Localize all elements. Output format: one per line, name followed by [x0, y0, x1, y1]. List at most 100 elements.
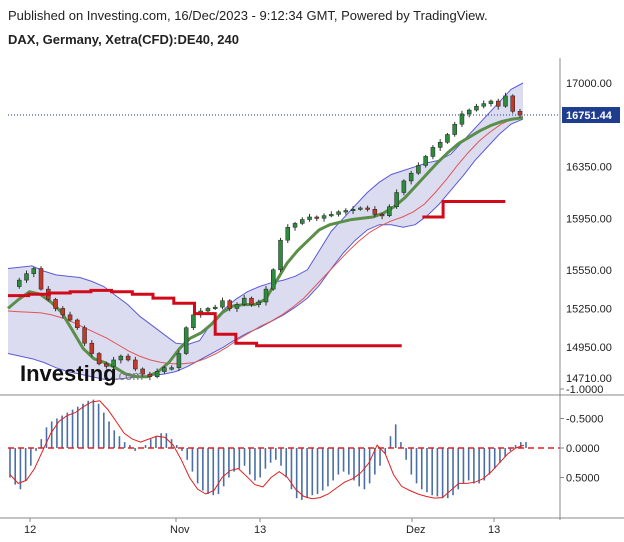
candle: [256, 299, 261, 308]
moving-average-line: [7, 116, 524, 365]
candle: [423, 154, 428, 168]
candle-body: [510, 95, 515, 112]
candle: [271, 268, 276, 291]
candle: [365, 205, 370, 212]
candle: [263, 286, 269, 306]
candle-body: [307, 216, 312, 220]
candle-body: [169, 367, 174, 370]
candle: [445, 132, 450, 144]
candle-body: [300, 219, 305, 224]
candle-body: [38, 268, 44, 290]
candle-body: [241, 297, 247, 305]
candle-body: [466, 109, 472, 115]
candle-body: [329, 214, 334, 217]
candle-body: [503, 95, 508, 107]
candle-body: [372, 208, 378, 215]
candle-body: [67, 314, 73, 321]
candle-body: [488, 100, 494, 104]
signal-line: [9, 400, 525, 500]
candle: [241, 295, 247, 307]
candle: [169, 365, 174, 371]
macd-tick-label: 0.0000: [566, 443, 600, 455]
candle: [104, 361, 109, 369]
candle: [125, 353, 131, 362]
candle: [372, 206, 378, 218]
candle: [459, 110, 465, 128]
x-tick-label: Nov: [170, 524, 190, 536]
bollinger-lower-line: [7, 118, 524, 380]
candle-body: [227, 300, 232, 309]
candle-body: [89, 342, 95, 354]
candle: [416, 162, 421, 175]
candle-body: [234, 304, 240, 309]
candle: [292, 221, 298, 231]
macd-tick-label: 0.5000: [566, 473, 600, 485]
candle-body: [104, 363, 109, 367]
candle: [358, 206, 363, 211]
candle-body: [459, 113, 465, 125]
candle-body: [495, 100, 501, 107]
candle: [285, 224, 291, 243]
candle-body: [379, 214, 385, 217]
candle: [437, 139, 443, 151]
candle-body: [437, 142, 443, 148]
candle: [75, 318, 80, 330]
logo-main: Investing: [20, 361, 117, 386]
candle-body: [82, 327, 87, 344]
candle-body: [336, 211, 341, 215]
price-tick-label: 15550.00: [566, 265, 612, 277]
candle: [495, 98, 501, 110]
candle: [67, 311, 73, 322]
candle-body: [154, 371, 160, 377]
candle-body: [17, 279, 22, 287]
x-tick-label: 12: [24, 524, 36, 536]
macd-pane: [8, 399, 560, 500]
candle: [314, 215, 320, 222]
candle-body: [445, 134, 450, 143]
last-price-label: 16751.44: [566, 110, 613, 122]
candle-body: [111, 359, 116, 367]
parabolic-sar-line: [8, 200, 506, 348]
candle: [17, 277, 22, 289]
price-tick-label: 15250.00: [566, 303, 612, 315]
candle-body: [321, 215, 327, 219]
candle: [234, 302, 240, 312]
candle-body: [147, 373, 153, 377]
candle: [96, 351, 102, 366]
candle: [350, 206, 356, 215]
price-tick-label: 14710.00: [566, 373, 612, 385]
candle-body: [249, 297, 254, 305]
candle: [336, 210, 341, 217]
candle: [31, 266, 37, 278]
candle: [212, 304, 218, 310]
candle-body: [183, 327, 189, 354]
macd-tick-label: -1.0000: [566, 384, 603, 396]
candle-body: [314, 216, 320, 219]
candle-body: [474, 105, 479, 111]
last-price-tag: [562, 107, 620, 124]
candle: [53, 297, 58, 312]
candle: [249, 296, 254, 307]
macd-tick-label: -0.5000: [566, 414, 603, 426]
candle: [466, 108, 472, 118]
candle: [510, 94, 515, 114]
candle: [60, 306, 66, 319]
candle: [220, 297, 225, 310]
bollinger-upper-line: [7, 82, 524, 346]
candle: [183, 326, 189, 356]
candle: [321, 213, 327, 222]
candle-body: [401, 180, 407, 193]
candle: [430, 145, 436, 160]
candle-body: [31, 268, 37, 274]
candle: [278, 237, 283, 272]
candle: [387, 204, 392, 218]
price-tick-label: 16350.00: [566, 162, 612, 174]
candle-body: [408, 172, 414, 182]
price-tick-label: 17000.00: [566, 78, 612, 90]
candle: [118, 354, 124, 364]
x-tick-label: 13: [488, 524, 500, 536]
candle-body: [53, 299, 58, 309]
candle-body: [24, 273, 29, 281]
candle-body: [358, 207, 363, 210]
